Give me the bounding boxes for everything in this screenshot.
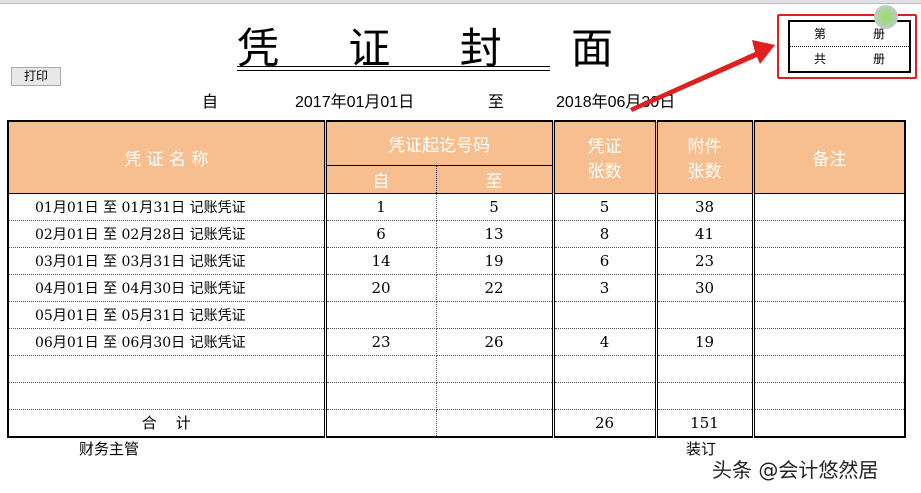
cell-to: 13 (435, 219, 554, 248)
cell-to: 26 (435, 327, 554, 356)
cell-name: 03月01日 至 03月31日 记账凭证 (7, 246, 326, 275)
table-row: 04月01日 至 04月30日 记账凭证 20 22 3 30 (7, 273, 906, 302)
cell-note (751, 354, 906, 383)
cell-name: 05月01日 至 05月31日 记账凭证 (7, 300, 326, 329)
cell-to (435, 381, 554, 410)
cell-count: 6 (551, 246, 657, 275)
cell-note (751, 219, 906, 248)
cell (323, 408, 437, 437)
cell-note (751, 300, 906, 329)
cell-from (323, 381, 437, 410)
cell-attach: 30 (654, 273, 754, 302)
cell-name (7, 354, 326, 383)
cell-attach: 38 (654, 192, 754, 221)
cell-note (751, 246, 906, 275)
header-attachments: 附件 张数 (654, 120, 754, 194)
header-note: 备注 (751, 120, 906, 194)
red-arrow-annotation (630, 40, 775, 112)
volume-label: 第 (814, 27, 827, 41)
cell-count (551, 381, 657, 410)
cell-to: 5 (435, 192, 554, 221)
cell-name: 02月01日 至 02月28日 记账凭证 (7, 219, 326, 248)
total-count: 26 (551, 408, 657, 437)
cell-name: 06月01日 至 06月30日 记账凭证 (7, 327, 326, 356)
table-row: 03月01日 至 03月31日 记账凭证 14 19 6 23 (7, 246, 906, 275)
cell (751, 408, 906, 437)
floating-app-icon[interactable] (874, 5, 898, 29)
header-name: 凭 证 名 称 (7, 120, 326, 194)
cell-attach (654, 381, 754, 410)
print-button[interactable]: 打印 (11, 67, 61, 86)
header-to: 至 (435, 164, 554, 194)
annotation-highlight-box (777, 14, 917, 79)
cell-note (751, 381, 906, 410)
total-label: 合 计 (7, 408, 326, 437)
cell-to: 19 (435, 246, 554, 275)
header-count: 凭证 张数 (551, 120, 657, 194)
cell-count: 4 (551, 327, 657, 356)
header-from: 自 (323, 164, 437, 194)
header-range: 凭证起讫号码 (323, 120, 554, 166)
cell-count: 5 (551, 192, 657, 221)
cell-from: 14 (323, 246, 437, 275)
cell-attach: 41 (654, 219, 754, 248)
unit-label: 册 (872, 27, 885, 41)
cell-from: 1 (323, 192, 437, 221)
title-underline (237, 70, 550, 71)
table-row (7, 381, 906, 410)
cell-to: 22 (435, 273, 554, 302)
cell-from: 20 (323, 273, 437, 302)
cell-attach: 19 (654, 327, 754, 356)
cell-attach (654, 354, 754, 383)
table-row: 02月01日 至 02月28日 记账凭证 6 13 8 41 (7, 219, 906, 248)
cell-attach: 23 (654, 246, 754, 275)
volume-box: 第册 共册 (788, 20, 911, 73)
cell-name: 01月01日 至 01月31日 记账凭证 (7, 192, 326, 221)
date-to: 2018年06月30日 (556, 94, 676, 111)
cell (435, 408, 554, 437)
cell-note (751, 192, 906, 221)
cell-count (551, 354, 657, 383)
table-row: 01月01日 至 01月31日 记账凭证 1 5 5 38 (7, 192, 906, 221)
cell-from: 6 (323, 219, 437, 248)
total-volume-label: 共 (814, 52, 827, 66)
supervisor-label: 财务主管 (79, 440, 140, 458)
date-to-label: 至 (488, 94, 505, 111)
cell-to (435, 354, 554, 383)
table-row (7, 354, 906, 383)
date-from-label: 自 (202, 94, 219, 111)
cell-name: 04月01日 至 04月30日 记账凭证 (7, 273, 326, 302)
watermark: 头条 @会计悠然居 (712, 458, 879, 482)
cell-count (551, 300, 657, 329)
cell-name (7, 381, 326, 410)
voucher-table: 凭 证 名 称 凭证起讫号码 凭证 张数 附件 张数 备注 自 至 01月01日… (7, 120, 906, 438)
table-row: 05月01日 至 05月31日 记账凭证 (7, 300, 906, 329)
spreadsheet-grid-edge (0, 0, 921, 4)
cell-from (323, 300, 437, 329)
title-underline (237, 66, 550, 67)
unit-label: 册 (872, 52, 885, 66)
binding-label: 装订 (686, 440, 717, 458)
cell-count: 8 (551, 219, 657, 248)
cell-count: 3 (551, 273, 657, 302)
cell-note (751, 273, 906, 302)
page-title: 凭 证 封 面 (237, 24, 642, 73)
cell-attach (654, 300, 754, 329)
total-attachments: 151 (654, 408, 754, 437)
date-from: 2017年01月01日 (295, 94, 415, 111)
table-row: 06月01日 至 06月30日 记账凭证 23 26 4 19 (7, 327, 906, 356)
cell-note (751, 327, 906, 356)
cell-to (435, 300, 554, 329)
cell-from (323, 354, 437, 383)
total-row: 合 计 26 151 (7, 408, 906, 437)
cell-from: 23 (323, 327, 437, 356)
